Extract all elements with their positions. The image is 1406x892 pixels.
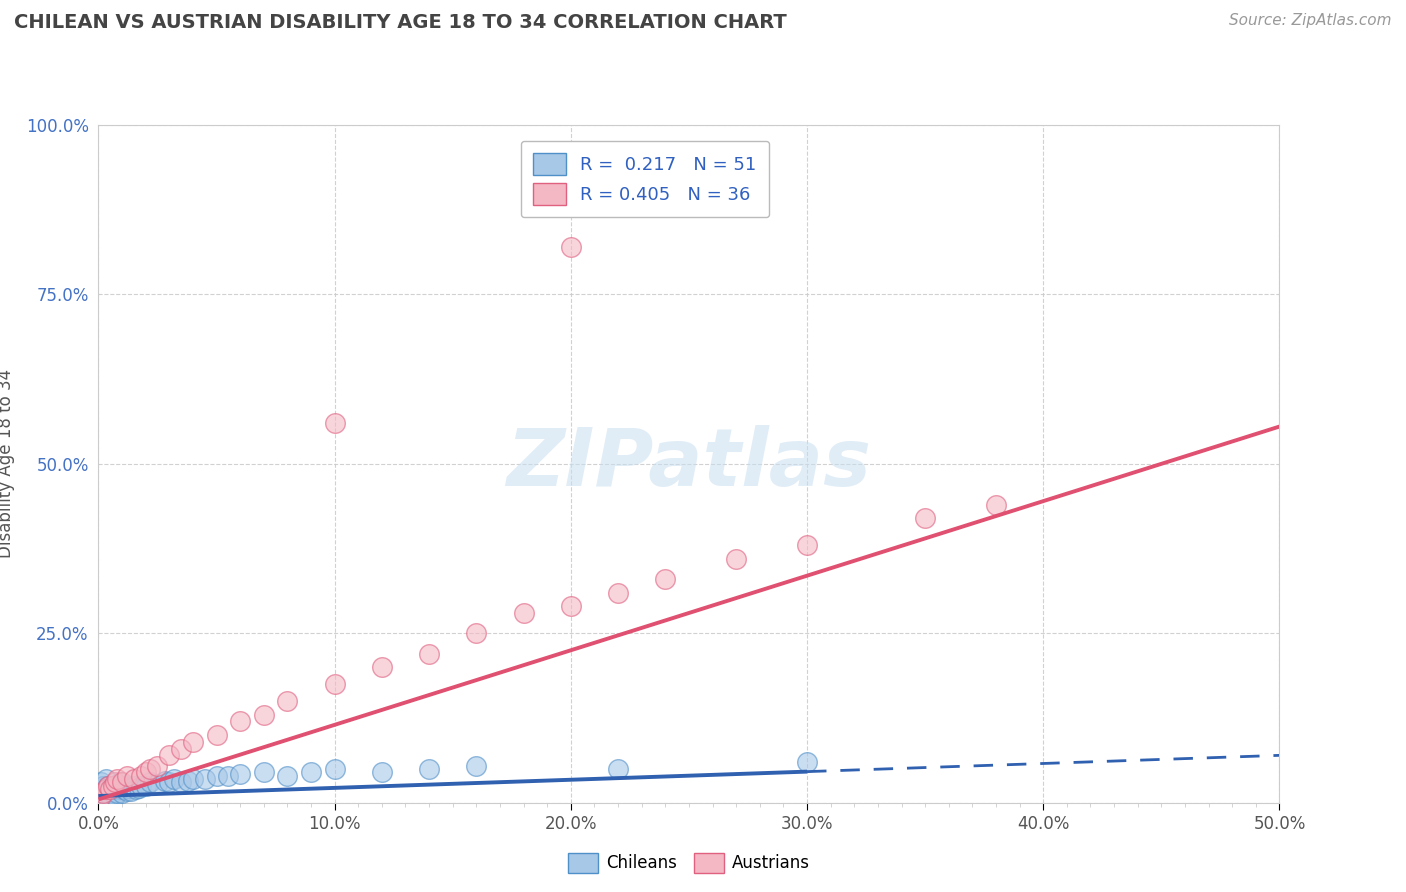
Point — [146, 777, 169, 791]
Point — [146, 758, 169, 772]
Point — [177, 774, 200, 789]
Point — [94, 789, 117, 803]
Point — [135, 765, 157, 780]
Point — [101, 779, 124, 793]
Point — [101, 786, 124, 800]
Point — [276, 769, 298, 783]
Point — [607, 762, 630, 776]
Point — [104, 775, 127, 789]
Point — [229, 767, 252, 781]
Text: Source: ZipAtlas.com: Source: ZipAtlas.com — [1229, 13, 1392, 29]
Point — [654, 572, 676, 586]
Point — [97, 779, 120, 793]
Point — [157, 748, 180, 763]
Point — [101, 779, 124, 793]
Point — [105, 779, 128, 793]
Point — [128, 780, 150, 795]
Legend: Chileans, Austrians: Chileans, Austrians — [561, 847, 817, 880]
Point — [153, 774, 176, 789]
Point — [91, 786, 114, 800]
Point — [125, 782, 148, 797]
Point — [105, 772, 128, 786]
Point — [253, 765, 276, 780]
Point — [512, 606, 534, 620]
Point — [91, 786, 114, 800]
Point — [111, 779, 134, 793]
Point — [205, 728, 228, 742]
Point — [94, 772, 117, 786]
Point — [129, 769, 152, 783]
Point — [105, 786, 128, 800]
Point — [104, 782, 127, 797]
Point — [108, 775, 131, 789]
Point — [796, 755, 818, 769]
Text: CHILEAN VS AUSTRIAN DISABILITY AGE 18 TO 34 CORRELATION CHART: CHILEAN VS AUSTRIAN DISABILITY AGE 18 TO… — [14, 13, 787, 32]
Text: ZIPatlas: ZIPatlas — [506, 425, 872, 503]
Point — [170, 775, 193, 789]
Point — [371, 660, 394, 674]
Point — [560, 240, 582, 254]
Point — [796, 538, 818, 552]
Point — [135, 779, 157, 793]
Point — [299, 765, 322, 780]
Point — [122, 779, 145, 793]
Point — [91, 779, 114, 793]
Point — [229, 714, 252, 729]
Point — [914, 511, 936, 525]
Point — [122, 772, 145, 786]
Point — [465, 626, 488, 640]
Point — [217, 769, 239, 783]
Point — [115, 783, 138, 797]
Point — [323, 762, 346, 776]
Point — [418, 762, 440, 776]
Point — [607, 585, 630, 599]
Point — [465, 758, 488, 772]
Point — [98, 789, 121, 803]
Point — [121, 783, 143, 797]
Point — [181, 772, 204, 786]
Point — [111, 786, 134, 800]
Point — [94, 782, 117, 797]
Point — [98, 782, 121, 797]
Point — [371, 765, 394, 780]
Point — [129, 779, 152, 793]
Point — [157, 775, 180, 789]
Point — [90, 789, 112, 803]
Point — [104, 789, 127, 803]
Point — [560, 599, 582, 614]
Point — [94, 782, 117, 797]
Point — [139, 762, 162, 776]
Point — [253, 707, 276, 722]
Point — [170, 741, 193, 756]
Point — [276, 694, 298, 708]
Point — [323, 677, 346, 691]
Point — [418, 647, 440, 661]
Legend: R =  0.217   N = 51, R = 0.405   N = 36: R = 0.217 N = 51, R = 0.405 N = 36 — [520, 141, 769, 218]
Point — [163, 772, 186, 786]
Point — [984, 498, 1007, 512]
Point — [97, 786, 120, 800]
Point — [205, 769, 228, 783]
Point — [139, 775, 162, 789]
Point — [181, 735, 204, 749]
Point — [108, 782, 131, 797]
Point — [194, 772, 217, 786]
Point — [97, 779, 120, 793]
Point — [112, 782, 135, 797]
Point — [90, 782, 112, 797]
Point — [90, 775, 112, 789]
Point — [118, 780, 141, 795]
Point — [111, 775, 134, 789]
Point — [115, 769, 138, 783]
Point — [323, 416, 346, 430]
Point — [98, 782, 121, 797]
Y-axis label: Disability Age 18 to 34: Disability Age 18 to 34 — [0, 369, 14, 558]
Point — [725, 551, 748, 566]
